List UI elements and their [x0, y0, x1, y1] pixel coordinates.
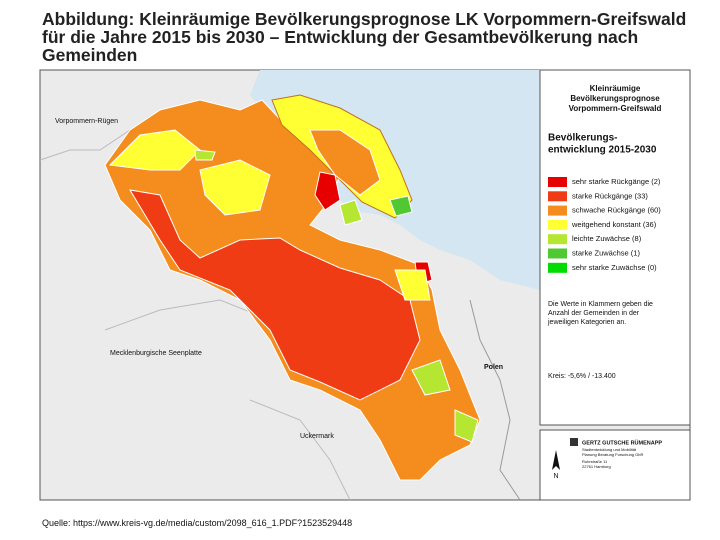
legend-label: leichte Zuwächse (8): [572, 234, 642, 243]
legend-title: Bevölkerungsprognose: [570, 94, 660, 103]
area: [309, 129, 381, 196]
source: Quelle: https://www.kreis-vg.de/media/cu…: [42, 518, 353, 528]
area: [339, 199, 363, 226]
legend-title: Vorpommern-Greifswald: [569, 104, 662, 113]
legend-label: starke Zuwächse (1): [572, 248, 640, 257]
legend-swatch: [548, 177, 567, 187]
border: [104, 299, 271, 331]
border: [469, 299, 521, 501]
legend-subtitle: entwicklung 2015-2030: [548, 145, 657, 156]
logo-text: 22761 Hamburg: [582, 464, 611, 469]
title-line: Gemeinden: [42, 45, 138, 65]
legend-label: sehr starke Zuwächse (0): [572, 263, 657, 272]
logo-name: GERTZ GUTSCHE RÜMENAPP: [582, 439, 662, 446]
legend-note: Anzahl der Gemeinden in der: [548, 310, 640, 317]
title-line: für die Jahre 2015 bis 2030 – Entwicklun…: [42, 27, 639, 47]
north-label: N: [553, 473, 558, 480]
area: [199, 159, 271, 216]
legend-swatch: [548, 205, 567, 216]
area: [394, 269, 431, 301]
logo-text: Planung Beratung Forschung GbR: [582, 452, 643, 457]
area: [314, 171, 341, 211]
legend-panel: [539, 69, 691, 426]
border: [249, 399, 351, 501]
legend: Kleinräumige Bevölkerungsprognose Vorpom…: [547, 84, 661, 380]
logo-panel: [539, 429, 691, 501]
map-label: Polen: [484, 364, 503, 371]
area: [454, 409, 479, 443]
legend-label: schwache Rückgänge (60): [572, 206, 661, 215]
area: [129, 189, 421, 401]
legend-label: weitgehend konstant (36): [571, 220, 657, 229]
legend-subtitle: Bevölkerungs-: [548, 133, 617, 144]
legend-swatch: [548, 191, 567, 202]
legend-swatch: [548, 262, 567, 273]
area: [194, 149, 216, 161]
logo-text: Stadtentwicklung und Mobilität: [582, 447, 637, 452]
border: [39, 129, 131, 161]
legend-swatch: [548, 219, 567, 230]
logo-icon: [570, 438, 578, 446]
legend-title: Kleinräumige: [590, 84, 641, 93]
legend-note: jeweiligen Kategorien an.: [547, 319, 626, 326]
legend-label: sehr starke Rückgänge (2): [572, 177, 661, 186]
legend-label: starke Rückgänge (33): [572, 191, 648, 200]
title: Abbildung: Kleinräumige Bevölkerungsprog…: [42, 10, 686, 64]
legend-swatch: [548, 234, 567, 245]
map-label: Mecklenburgische Seenplatte: [110, 350, 202, 357]
legend-total: Kreis: -5,6% / -13.400: [548, 373, 616, 380]
area: [389, 195, 413, 217]
logo-text: Ruhrstraße 11: [582, 459, 608, 464]
title-line: Abbildung: Kleinräumige Bevölkerungsprog…: [42, 9, 687, 29]
legend-swatch: [548, 248, 567, 259]
map-label: Vorpommern-Rügen: [55, 118, 118, 125]
legend-note: Die Werte in Klammern geben die: [548, 301, 653, 308]
area: [411, 359, 451, 396]
north-arrow: [552, 450, 560, 470]
map-label: Uckermark: [300, 433, 334, 440]
